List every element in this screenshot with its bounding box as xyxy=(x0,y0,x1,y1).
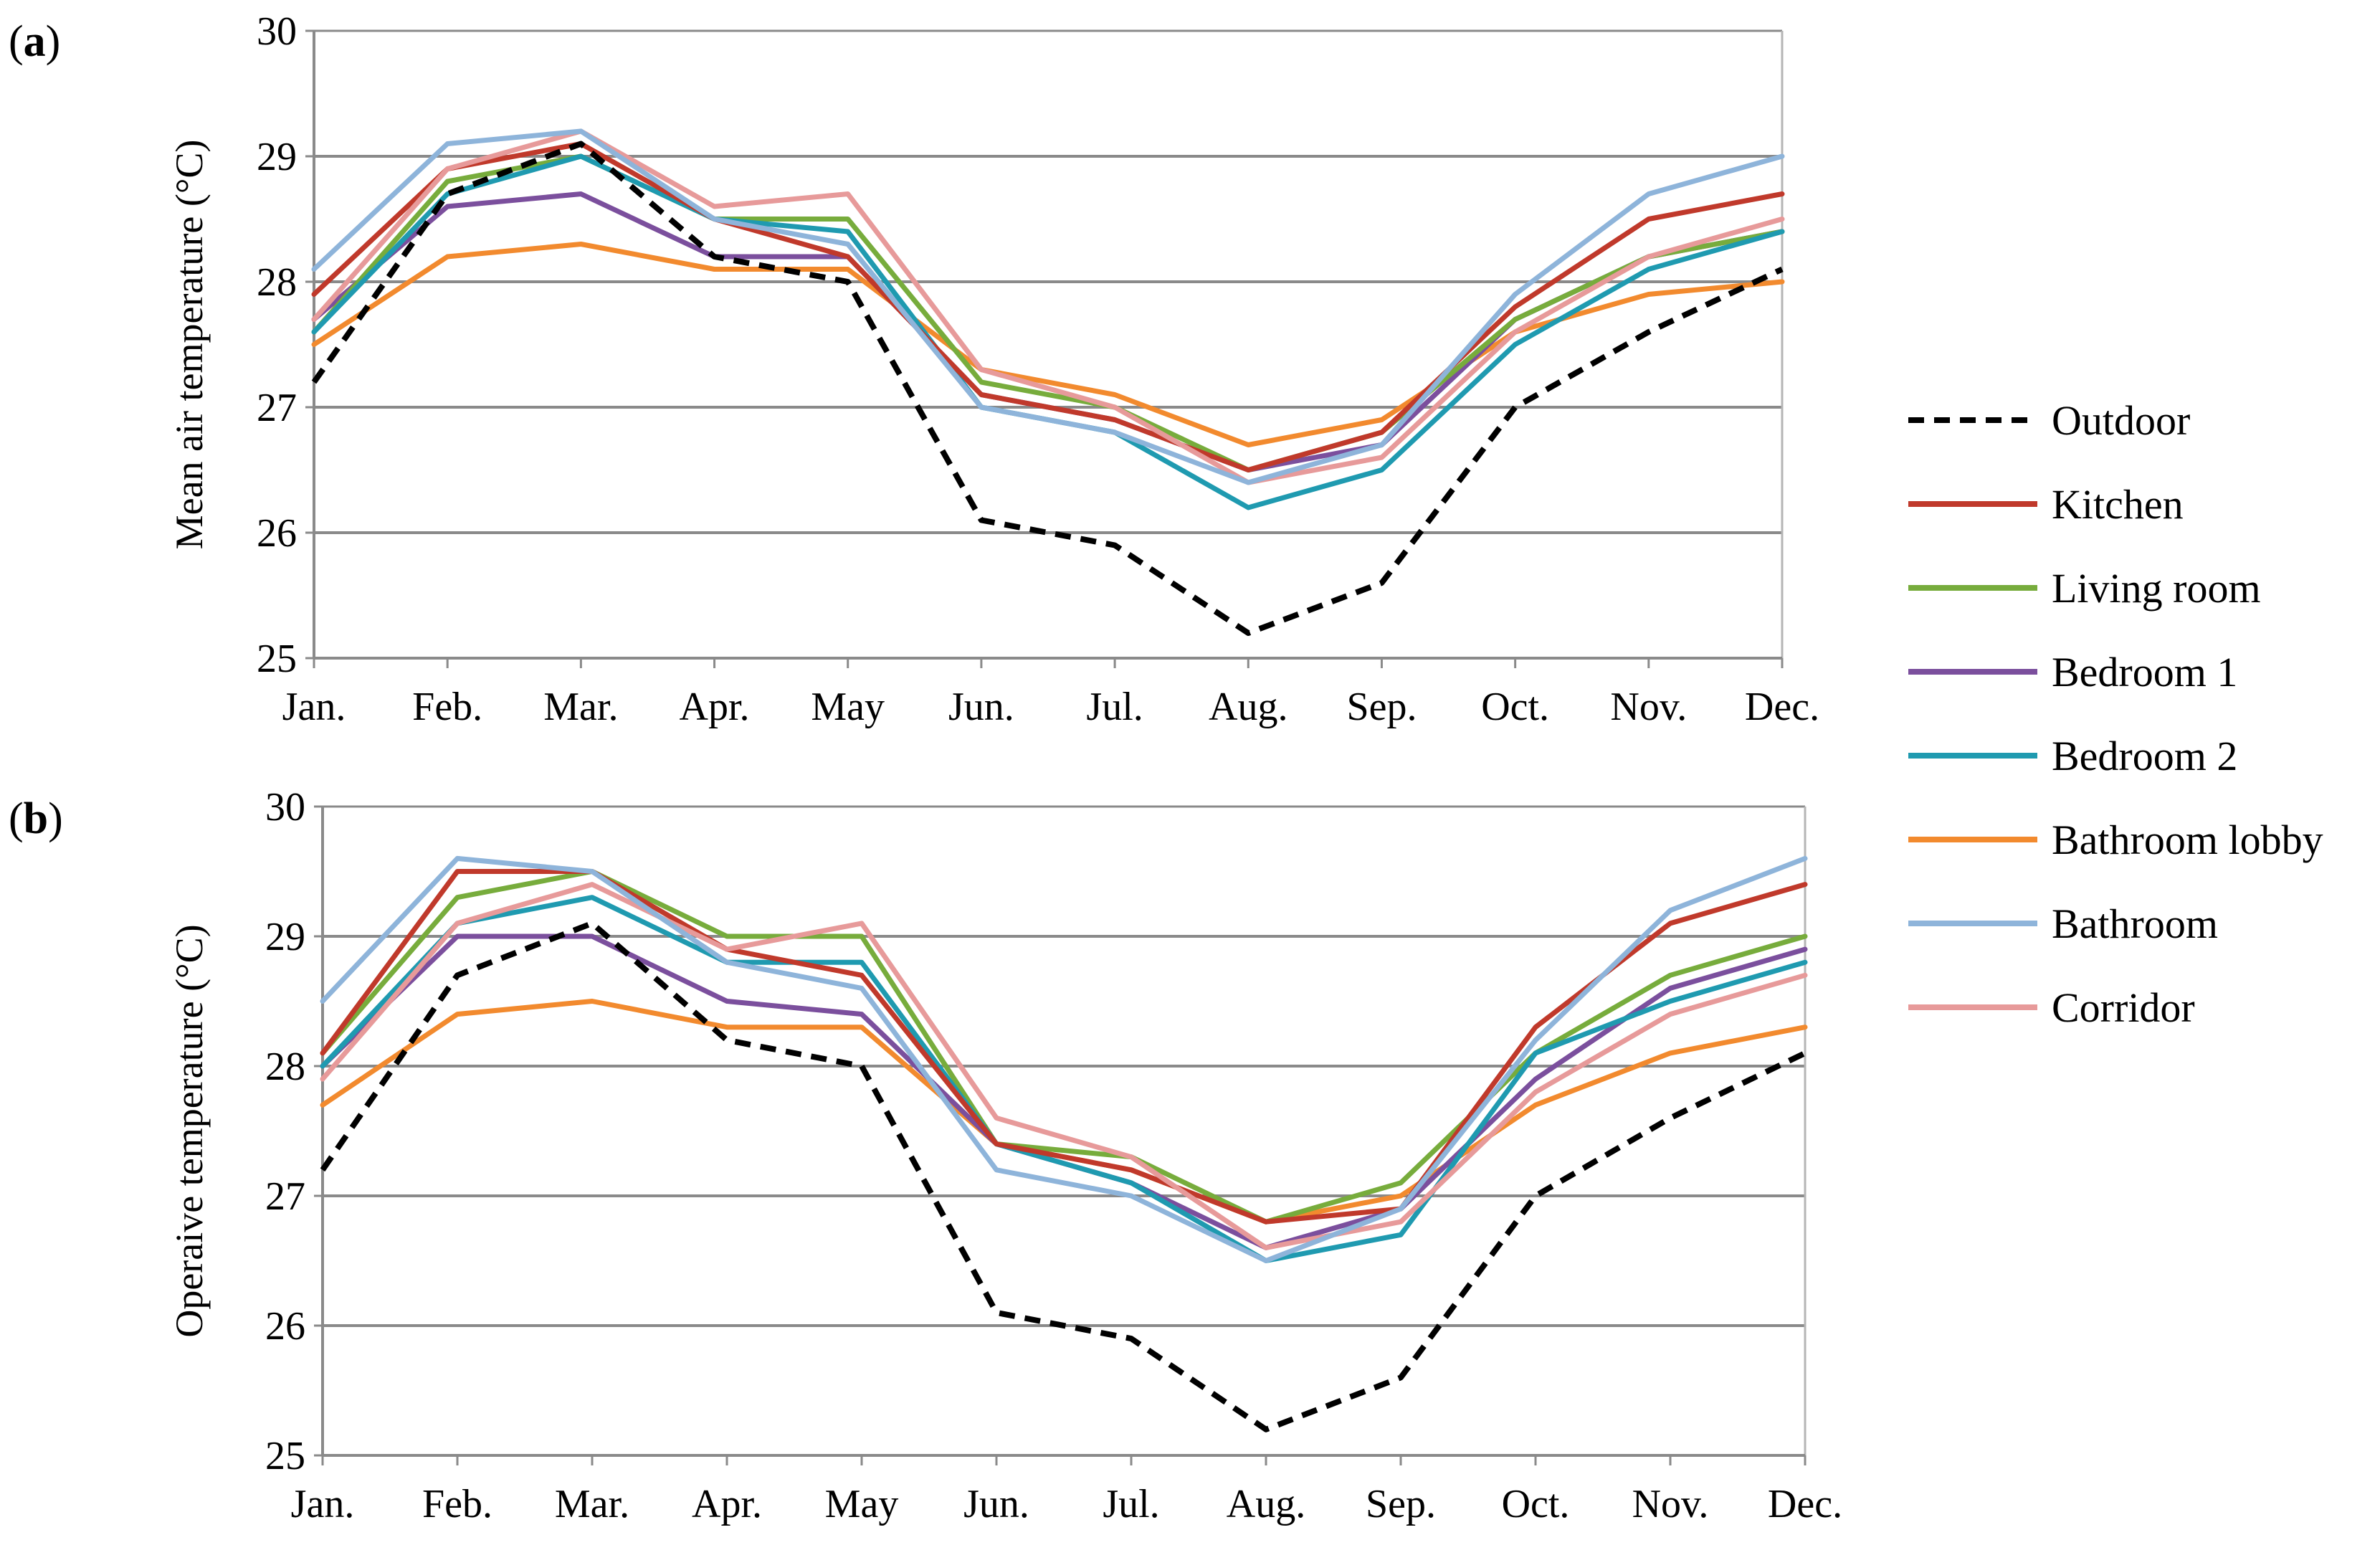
legend-item-bathroom-lobby: Bathroom lobby xyxy=(1908,817,2323,863)
panel-a-x-tick-label: Nov. xyxy=(1610,685,1687,729)
legend-label-kitchen: Kitchen xyxy=(2052,481,2184,528)
panel-a-x-tick-label: Aug. xyxy=(1209,685,1287,729)
panel-a-y-tick-label: 26 xyxy=(257,511,297,556)
panel-b-y-axis-label: Operaive temperature (°C) xyxy=(168,924,211,1337)
panel-b-x-tick-label: Mar. xyxy=(555,1482,629,1526)
panel-b-series-line-bedroom-1 xyxy=(320,933,1808,1250)
legend-item-bathroom: Bathroom xyxy=(1908,900,2218,947)
panel-b-x-tick-label: Sep. xyxy=(1366,1482,1436,1526)
panel-a-label: (a) xyxy=(9,17,60,66)
panel-b-x-tick-label: Feb. xyxy=(422,1482,492,1526)
legend-label-corridor: Corridor xyxy=(2052,984,2195,1031)
legend-item-bedroom-1: Bedroom 1 xyxy=(1908,649,2237,695)
panel-b-series-line-outdoor xyxy=(320,920,1807,1432)
panel-a-x-tick-label: Jul. xyxy=(1086,685,1143,729)
legend-item-kitchen: Kitchen xyxy=(1908,481,2184,528)
panel-b-y-tick-label: 29 xyxy=(265,915,305,959)
panel-a-series-line-corridor xyxy=(311,128,1785,485)
panel-b-label: (b) xyxy=(9,794,63,843)
panel-a-series-line-bedroom-2 xyxy=(311,153,1785,510)
panel-b-x-tick-label: Aug. xyxy=(1227,1482,1305,1526)
panel-a-x-tick-label: Sep. xyxy=(1346,685,1417,729)
legend-item-corridor: Corridor xyxy=(1908,984,2195,1031)
panel-b-y-tick-label: 28 xyxy=(265,1045,305,1089)
panel-a-x-tick-label: Mar. xyxy=(543,685,618,729)
panel-a-series-line-bathroom-lobby xyxy=(311,242,1785,447)
panel-a-y-tick-label: 27 xyxy=(257,386,297,430)
panel-a-x-tick-label: Jan. xyxy=(282,685,346,729)
panel-b-x-tick-label: Oct. xyxy=(1502,1482,1570,1526)
panel-a-series-line-outdoor xyxy=(311,141,1784,636)
panel-b-x-tick-label: Jun. xyxy=(963,1482,1029,1526)
panel-a-x-tick-label: Feb. xyxy=(412,685,482,729)
panel-b-y-tick-label: 30 xyxy=(265,785,305,829)
panel-a-y-axis-label: Mean air temperature (°C) xyxy=(168,140,211,550)
panel-b-series-line-corridor xyxy=(320,882,1808,1250)
panel-b-y-tick-label: 27 xyxy=(265,1174,305,1219)
panel-a-y-tick-label: 30 xyxy=(257,9,297,54)
panel-b-x-tick-label: Apr. xyxy=(692,1482,762,1526)
panel-b-x-tick-label: Dec. xyxy=(1768,1482,1842,1526)
panel-b-chart: (b) 25 26 27 28 29 30 Jan. Feb. Mar. Apr. May Jun. Ju… xyxy=(9,785,1842,1526)
legend-label-bedroom-2: Bedroom 2 xyxy=(2052,733,2237,779)
panel-b-y-tick-label: 25 xyxy=(265,1434,305,1478)
panel-b-x-tick-label: May xyxy=(825,1482,899,1526)
legend-item-outdoor: Outdoor xyxy=(1908,397,2190,444)
panel-a-series-line-bedroom-1 xyxy=(311,191,1785,472)
panel-a-x-tick-label: May xyxy=(811,685,885,729)
panel-a-x-tick-label: Dec. xyxy=(1745,685,1819,729)
legend-label-bathroom-lobby: Bathroom lobby xyxy=(2052,817,2323,863)
panel-a-series-line-bathroom xyxy=(311,128,1785,485)
panel-a-series-line-kitchen xyxy=(311,141,1785,472)
legend: Outdoor Kitchen Living room Bedroom 1 Bedroo… xyxy=(1908,397,2323,1031)
panel-b-y-tick-label: 26 xyxy=(265,1304,305,1349)
panel-a-chart: (a) 25 26 27 28 29 30 Jan. Feb. Mar. Apr. May Jun. Ju… xyxy=(9,9,1819,729)
panel-a-x-tick-label: Jun. xyxy=(948,685,1014,729)
legend-item-bedroom-2: Bedroom 2 xyxy=(1908,733,2237,779)
legend-item-living-room: Living room xyxy=(1908,565,2261,612)
panel-b-x-tick-label: Jul. xyxy=(1103,1482,1159,1526)
panel-a-y-tick-label: 29 xyxy=(257,135,297,179)
panel-b-series-line-bathroom xyxy=(320,855,1808,1263)
legend-label-living-room: Living room xyxy=(2052,565,2261,612)
legend-label-bedroom-1: Bedroom 1 xyxy=(2052,649,2237,695)
panel-a-y-tick-label: 25 xyxy=(257,637,297,681)
panel-a-x-tick-label: Oct. xyxy=(1481,685,1549,729)
panel-b-x-tick-label: Nov. xyxy=(1632,1482,1709,1526)
panel-b-series-line-bedroom-2 xyxy=(320,895,1808,1263)
legend-label-outdoor: Outdoor xyxy=(2052,397,2190,444)
panel-b-x-tick-label: Jan. xyxy=(291,1482,355,1526)
legend-label-bathroom: Bathroom xyxy=(2052,900,2218,947)
panel-a-y-tick-label: 28 xyxy=(257,260,297,305)
panel-a-series-line-living-room xyxy=(311,153,1785,472)
panel-b-series-line-living-room xyxy=(320,869,1808,1225)
panel-a-x-tick-label: Apr. xyxy=(680,685,750,729)
